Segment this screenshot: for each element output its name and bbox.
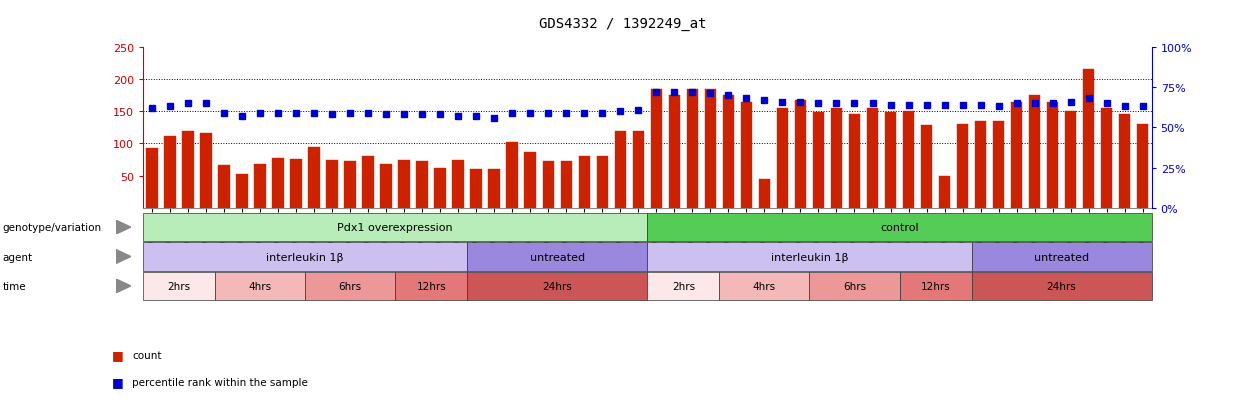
Text: control: control	[880, 223, 919, 233]
Bar	[596, 157, 609, 209]
Bar	[200, 133, 212, 209]
Bar	[1137, 125, 1148, 209]
Bar	[939, 176, 950, 209]
Bar	[416, 161, 428, 209]
Bar	[254, 165, 266, 209]
Bar	[1064, 112, 1077, 209]
Bar	[237, 175, 248, 209]
Text: 12hrs: 12hrs	[416, 281, 446, 291]
Bar	[326, 160, 339, 209]
Text: percentile rank within the sample: percentile rank within the sample	[132, 377, 308, 387]
Text: untreated: untreated	[530, 252, 585, 262]
Bar	[218, 165, 230, 209]
Text: 12hrs: 12hrs	[920, 281, 950, 291]
Text: ■: ■	[112, 375, 123, 389]
Bar	[849, 115, 860, 209]
Text: 24hrs: 24hrs	[543, 281, 573, 291]
Bar	[471, 170, 482, 209]
Bar	[362, 157, 375, 209]
Text: ■: ■	[112, 349, 123, 362]
Bar	[182, 131, 194, 209]
Text: genotype/variation: genotype/variation	[2, 223, 102, 233]
Bar	[1028, 96, 1041, 209]
Bar	[273, 158, 284, 209]
Bar	[975, 121, 986, 209]
Text: agent: agent	[2, 252, 32, 262]
Text: GDS4332 / 1392249_at: GDS4332 / 1392249_at	[539, 17, 706, 31]
Bar	[830, 109, 843, 209]
Bar	[741, 102, 752, 209]
Bar	[1047, 102, 1058, 209]
Text: 24hrs: 24hrs	[1047, 281, 1077, 291]
Text: interleukin 1β: interleukin 1β	[771, 252, 848, 262]
Text: Pdx1 overexpression: Pdx1 overexpression	[337, 223, 453, 233]
Bar	[560, 161, 573, 209]
Bar	[992, 121, 1005, 209]
Bar	[1011, 102, 1022, 209]
Bar	[579, 157, 590, 209]
Bar	[777, 109, 788, 209]
Bar	[398, 160, 410, 209]
Bar	[705, 89, 716, 209]
Bar	[903, 112, 914, 209]
Bar	[147, 149, 158, 209]
Text: 6hrs: 6hrs	[843, 281, 867, 291]
Bar	[1101, 109, 1113, 209]
Bar	[758, 180, 771, 209]
Bar	[794, 100, 807, 209]
Bar	[651, 89, 662, 209]
Bar	[452, 160, 464, 209]
Polygon shape	[116, 250, 131, 264]
Bar	[507, 143, 518, 209]
Bar	[686, 89, 698, 209]
Polygon shape	[116, 221, 131, 235]
Bar	[309, 147, 320, 209]
Bar	[1083, 70, 1094, 209]
Text: interleukin 1β: interleukin 1β	[266, 252, 344, 262]
Text: 2hrs: 2hrs	[168, 281, 190, 291]
Text: count: count	[132, 350, 162, 360]
Bar	[885, 113, 896, 209]
Bar	[813, 113, 824, 209]
Bar	[669, 96, 680, 209]
Text: 2hrs: 2hrs	[672, 281, 695, 291]
Bar	[164, 136, 176, 209]
Bar	[632, 131, 644, 209]
Text: 4hrs: 4hrs	[753, 281, 776, 291]
Bar	[956, 125, 969, 209]
Bar	[381, 165, 392, 209]
Bar	[488, 170, 500, 209]
Bar	[722, 96, 735, 209]
Bar	[867, 109, 879, 209]
Bar	[290, 159, 303, 209]
Bar	[435, 169, 446, 209]
Polygon shape	[116, 279, 131, 293]
Text: time: time	[2, 281, 26, 291]
Bar	[615, 131, 626, 209]
Bar	[524, 152, 537, 209]
Text: 4hrs: 4hrs	[249, 281, 271, 291]
Text: 6hrs: 6hrs	[339, 281, 362, 291]
Bar	[345, 161, 356, 209]
Text: untreated: untreated	[1035, 252, 1089, 262]
Bar	[543, 161, 554, 209]
Bar	[1119, 115, 1130, 209]
Bar	[920, 126, 933, 209]
